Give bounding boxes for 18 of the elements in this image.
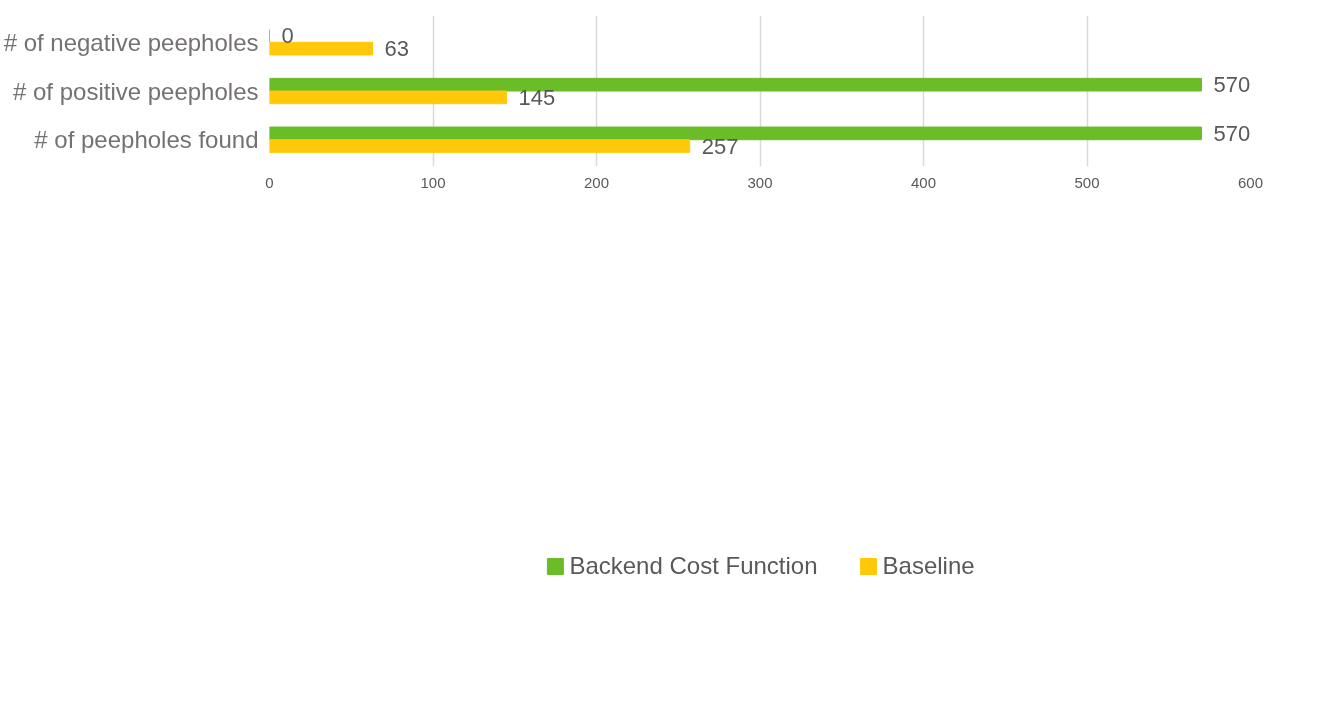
data-label: 570 — [1213, 120, 1251, 146]
data-label: 63 — [384, 36, 409, 62]
data-label: 0 — [281, 23, 294, 49]
x-tick-label: 0 — [265, 173, 274, 191]
y-tick-label: # of peepholes found — [34, 126, 259, 154]
data-label: 570 — [1213, 72, 1251, 98]
x-tick-label: 400 — [910, 173, 937, 191]
x-tick-label: 100 — [420, 173, 446, 191]
x-tick-label: 300 — [747, 173, 773, 191]
legend-label: Backend Cost Function — [569, 551, 818, 580]
x-tick-label: 200 — [583, 173, 610, 191]
y-tick-label: # of positive peepholes — [12, 77, 259, 105]
y-tick-label: # of negative peepholes — [3, 28, 259, 56]
x-tick-label: 500 — [1074, 173, 1100, 191]
data-label: 257 — [701, 133, 739, 159]
x-tick-label: 600 — [1237, 173, 1264, 191]
legend-label: Baseline — [882, 551, 975, 580]
data-label: 145 — [518, 84, 556, 110]
